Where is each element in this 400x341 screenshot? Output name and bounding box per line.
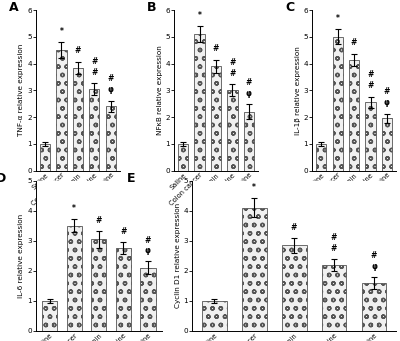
- Text: #: #: [96, 216, 102, 225]
- Y-axis label: Cyclin D1 relative expression: Cyclin D1 relative expression: [175, 203, 181, 308]
- Bar: [322, 265, 346, 331]
- Bar: [366, 102, 376, 170]
- Text: E: E: [127, 172, 136, 185]
- Text: #: #: [120, 227, 126, 236]
- Bar: [242, 208, 267, 331]
- Y-axis label: IL-6 relative expression: IL-6 relative expression: [18, 214, 24, 298]
- Text: #: #: [108, 74, 114, 83]
- Bar: [42, 301, 57, 331]
- Text: #: #: [246, 78, 252, 87]
- Text: *: *: [60, 27, 63, 36]
- Text: #: #: [91, 57, 98, 65]
- Bar: [316, 144, 326, 170]
- Text: #: #: [229, 58, 236, 67]
- Text: φ: φ: [145, 246, 151, 255]
- Bar: [140, 268, 156, 331]
- Text: A: A: [9, 1, 19, 14]
- Text: D: D: [0, 172, 6, 185]
- Text: #: #: [291, 223, 297, 232]
- Text: *: *: [72, 204, 76, 213]
- Bar: [40, 144, 50, 170]
- Text: *: *: [336, 14, 340, 23]
- Bar: [349, 60, 359, 170]
- Text: #: #: [229, 69, 236, 78]
- Bar: [211, 66, 221, 170]
- Text: φ: φ: [384, 98, 390, 107]
- Bar: [91, 239, 106, 331]
- Text: #: #: [331, 233, 337, 242]
- Text: *: *: [198, 11, 202, 20]
- Text: φ: φ: [108, 85, 114, 94]
- Text: #: #: [91, 68, 98, 77]
- Bar: [73, 68, 83, 170]
- Bar: [106, 106, 116, 170]
- Text: #: #: [367, 81, 374, 90]
- Bar: [382, 118, 392, 170]
- Bar: [362, 283, 386, 331]
- Text: #: #: [384, 87, 390, 96]
- Bar: [282, 245, 306, 331]
- Text: #: #: [331, 244, 337, 253]
- Text: #: #: [367, 70, 374, 79]
- Y-axis label: NFκB relative expression: NFκB relative expression: [156, 45, 162, 135]
- Text: φ: φ: [246, 89, 252, 98]
- Bar: [227, 90, 238, 170]
- Text: #: #: [351, 38, 357, 47]
- Text: #: #: [145, 236, 151, 244]
- Text: φ: φ: [371, 262, 377, 271]
- Text: *: *: [252, 183, 256, 192]
- Bar: [244, 112, 254, 170]
- Text: #: #: [75, 46, 81, 55]
- Y-axis label: IL-1β relative expression: IL-1β relative expression: [295, 46, 301, 135]
- Text: B: B: [147, 1, 157, 14]
- Bar: [178, 144, 188, 170]
- Bar: [194, 34, 205, 170]
- Bar: [89, 89, 99, 170]
- Bar: [56, 50, 66, 170]
- Bar: [66, 226, 82, 331]
- Bar: [116, 248, 131, 331]
- Bar: [202, 301, 227, 331]
- Y-axis label: TNF-α relative expression: TNF-α relative expression: [18, 44, 24, 136]
- Text: #: #: [371, 251, 377, 260]
- Text: C: C: [286, 1, 295, 14]
- Bar: [333, 37, 343, 170]
- Text: #: #: [213, 44, 219, 53]
